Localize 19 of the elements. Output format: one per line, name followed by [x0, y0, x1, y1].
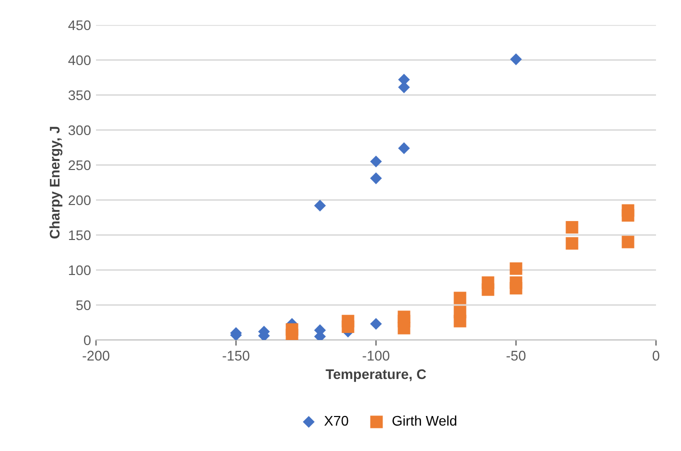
y-tick-label: 100 [69, 265, 91, 276]
x-tick-label: -100 [362, 350, 390, 361]
x-axis-title: Temperature, C [326, 369, 426, 382]
x-tick-label: 0 [652, 350, 660, 361]
y-tick-label: 300 [68, 125, 91, 136]
x-tick-label: -50 [506, 350, 526, 361]
y-tick-label: 350 [68, 90, 91, 100]
legend-label: X70 [324, 416, 348, 426]
y-tick-label: 200 [68, 195, 91, 206]
legend-label: Girth Weld [392, 416, 456, 426]
y-tick-label: 250 [68, 160, 91, 170]
y-tick-label: 150 [69, 230, 91, 240]
y-axis-title: Charpy Energy, J [49, 126, 62, 239]
y-tick-label: 450 [68, 20, 91, 30]
y-tick-label: 400 [68, 55, 91, 66]
y-tick-label: 50 [76, 300, 91, 310]
y-tick-label: 0 [84, 335, 91, 346]
x-tick-label: -200 [82, 350, 110, 361]
x-tick-label: -150 [222, 350, 250, 361]
